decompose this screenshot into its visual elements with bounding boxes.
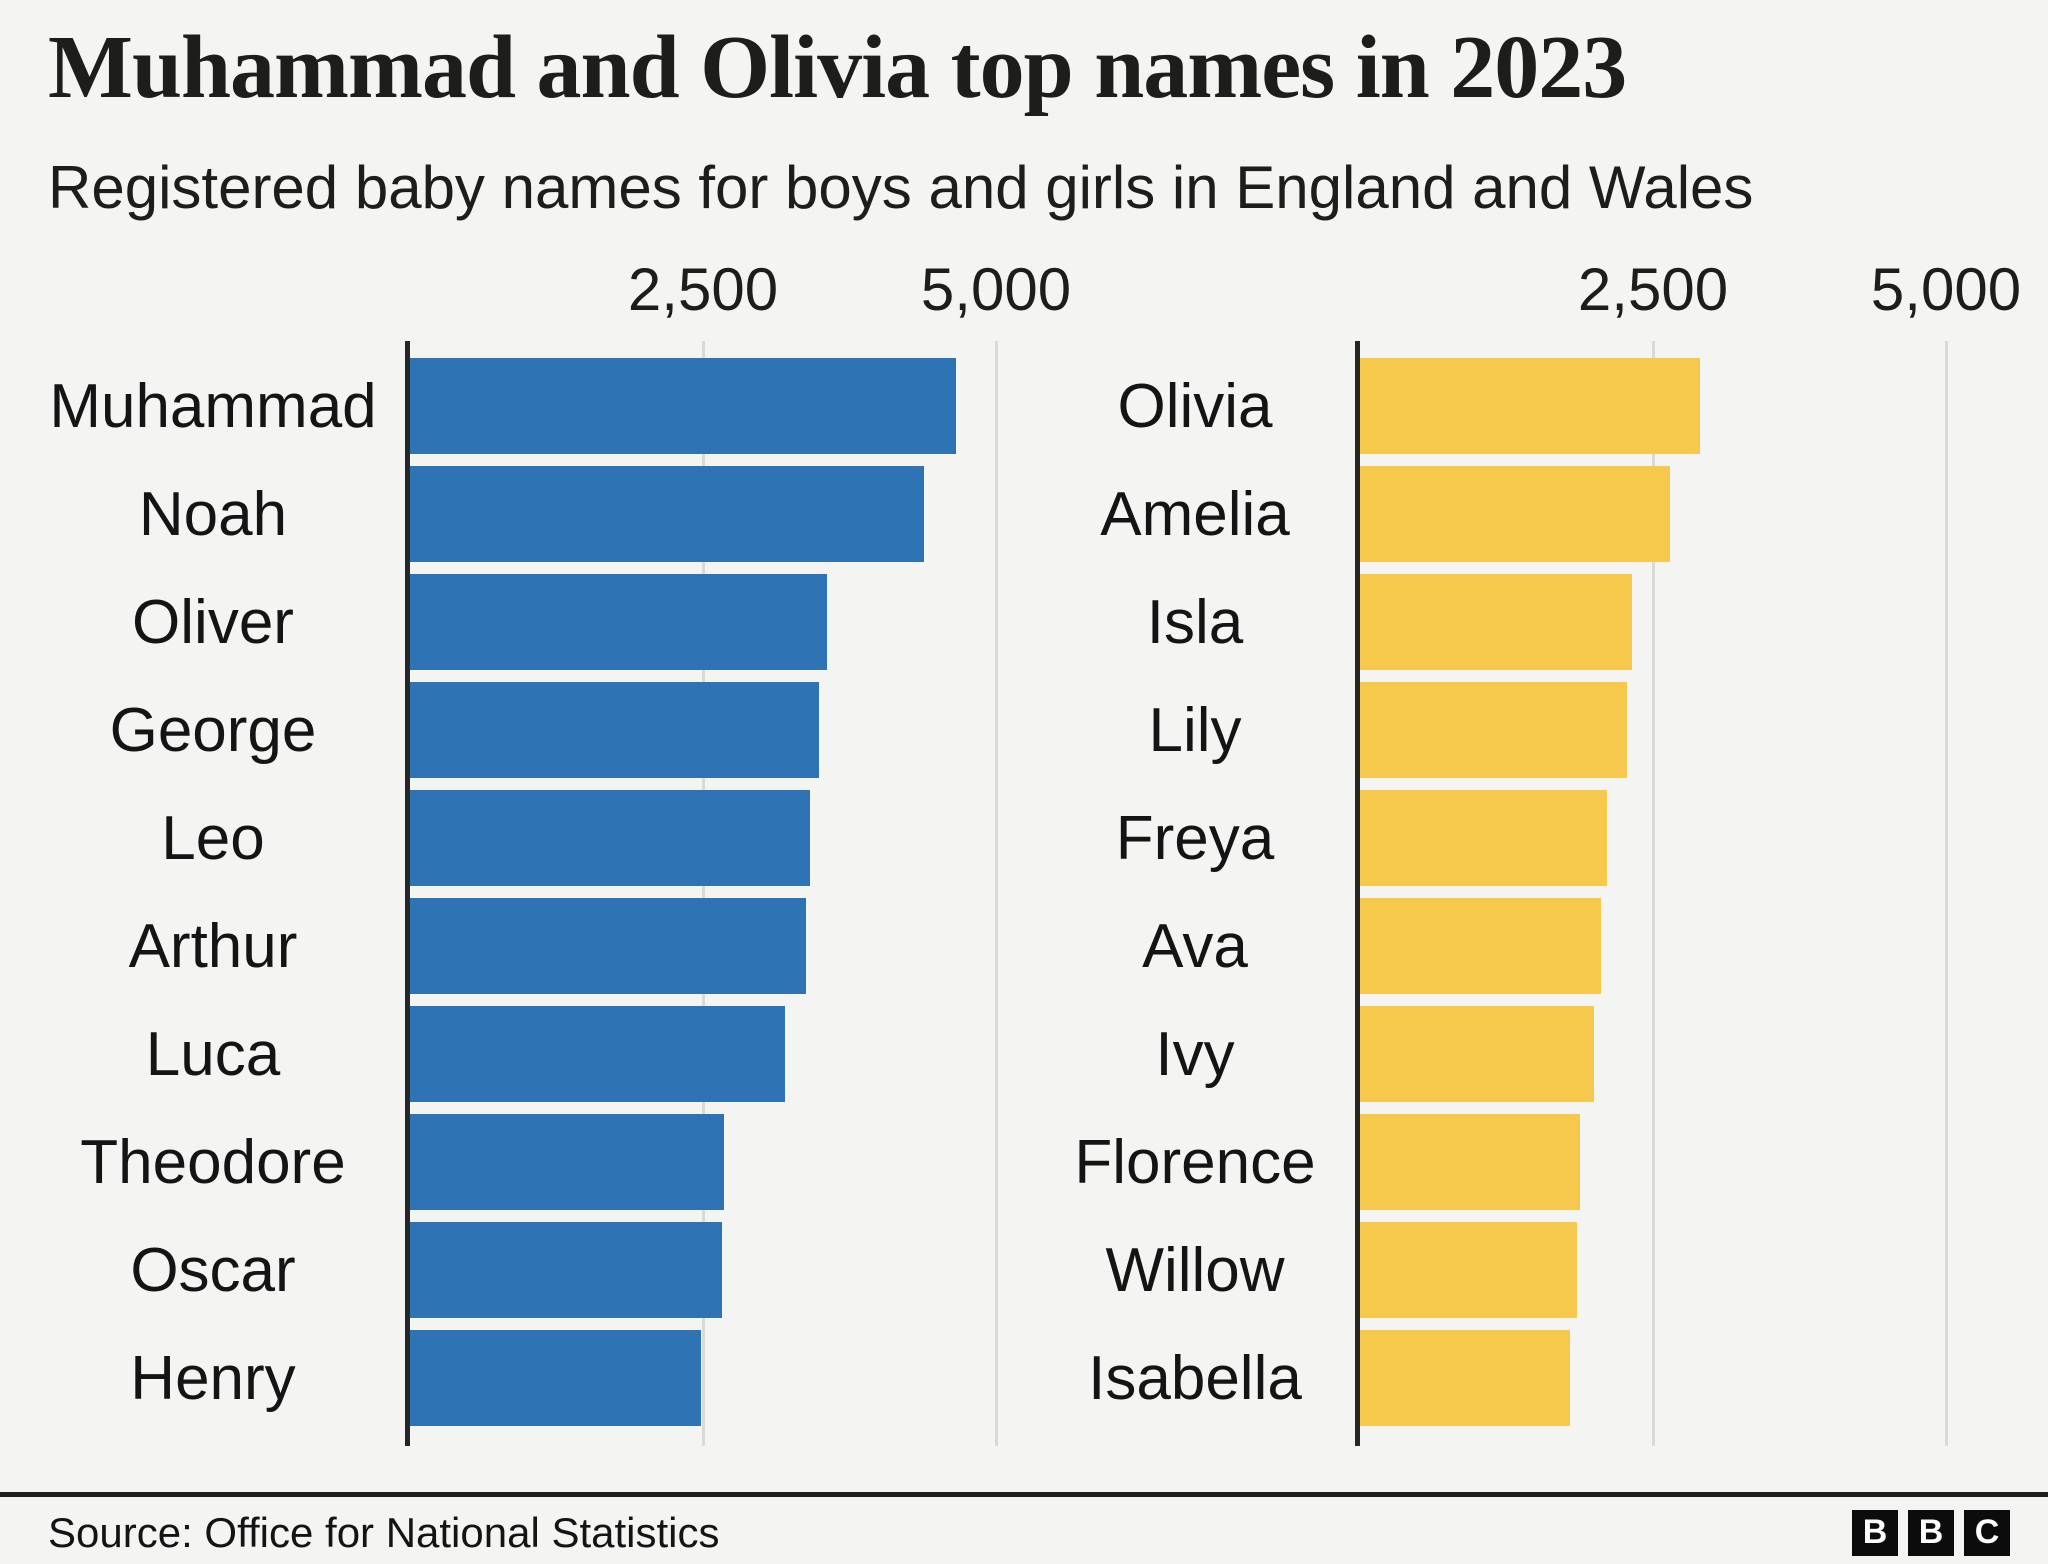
gridline-2,500 (1651, 341, 1655, 1446)
axis-tick-label: 5,000 (920, 256, 1072, 323)
category-label-arthur: Arthur (128, 911, 298, 981)
category-label-freya: Freya (1115, 803, 1275, 873)
category-label-luca: Luca (145, 1019, 281, 1089)
bar-muhammad (410, 358, 957, 454)
boys-bars (410, 341, 1005, 1438)
bar-lily (1360, 682, 1628, 778)
bbc-logo-block: B (1908, 1509, 1954, 1556)
bar-isabella (1360, 1330, 1571, 1426)
bbc-logo-block: C (1964, 1509, 2010, 1556)
bar-freya (1360, 790, 1608, 886)
category-label-olivia: Olivia (1117, 371, 1273, 441)
footer: Source: Office for National Statistics B… (0, 1492, 2048, 1564)
boys-chart: Muhammad Noah Oliver George Leo Arthur Luca The… (0, 256, 1071, 1446)
girls-plot: 2,500 5,000 (1355, 256, 2021, 1446)
category-label-leo: Leo (161, 803, 265, 873)
bar-arthur (410, 898, 807, 994)
boys-y-axis-line (405, 341, 410, 1446)
boys-name-labels: Muhammad Noah Oliver George Leo Arthur Luca The… (48, 341, 378, 1446)
category-label-florence: Florence (1074, 1127, 1316, 1197)
category-label-amelia: Amelia (1100, 479, 1290, 549)
girls-chart: Olivia Amelia Isla Lily Freya Ava Ivy Florence W… (1010, 256, 2021, 1446)
bbc-logo: B B C (1852, 1509, 2010, 1556)
bar-leo (410, 790, 811, 886)
category-label-henry: Henry (130, 1343, 296, 1413)
bar-ava (1360, 898, 1601, 994)
gridline-5,000 (1944, 341, 1948, 1446)
boys-plot: 2,500 5,000 (405, 256, 1071, 1446)
girls-y-axis-line (1355, 341, 1360, 1446)
bar-henry (410, 1330, 702, 1426)
chart-subtitle: Registered baby names for boys and girls… (48, 154, 1754, 221)
gridline-2,500 (701, 341, 705, 1446)
category-label-george: George (109, 695, 317, 765)
category-label-lily: Lily (1148, 695, 1242, 765)
bar-oliver (410, 574, 827, 670)
category-label-ava: Ava (1142, 911, 1248, 981)
bar-theodore (410, 1114, 725, 1210)
category-label-theodore: Theodore (80, 1127, 346, 1197)
category-label-isabella: Isabella (1088, 1343, 1302, 1413)
bar-olivia (1360, 358, 1700, 454)
bar-luca (410, 1006, 785, 1102)
axis-tick-label: 2,500 (1577, 256, 1729, 323)
category-label-ivy: Ivy (1155, 1019, 1235, 1089)
category-label-willow: Willow (1105, 1235, 1285, 1305)
category-label-isla: Isla (1146, 587, 1244, 657)
bar-noah (410, 466, 924, 562)
bar-oscar (410, 1222, 722, 1318)
bar-florence (1360, 1114, 1581, 1210)
bar-isla (1360, 574, 1633, 670)
category-label-oliver: Oliver (132, 587, 294, 657)
bar-george (410, 682, 820, 778)
category-label-muhammad: Muhammad (49, 371, 377, 441)
category-label-noah: Noah (138, 479, 288, 549)
bar-willow (1360, 1222, 1577, 1318)
axis-tick-label: 2,500 (627, 256, 779, 323)
chart-title: Muhammad and Olivia top names in 2023 (48, 18, 1627, 117)
axis-tick-label: 5,000 (1870, 256, 2022, 323)
bar-amelia (1360, 466, 1670, 562)
source-label: Source: Office for National Statistics (48, 1508, 720, 1556)
girls-name-labels: Olivia Amelia Isla Lily Freya Ava Ivy Florence W… (1040, 341, 1350, 1446)
category-label-oscar: Oscar (130, 1235, 296, 1305)
bar-ivy (1360, 1006, 1594, 1102)
girls-bars (1360, 341, 1955, 1438)
gridline-5,000 (994, 341, 998, 1446)
bbc-logo-block: B (1852, 1509, 1898, 1556)
